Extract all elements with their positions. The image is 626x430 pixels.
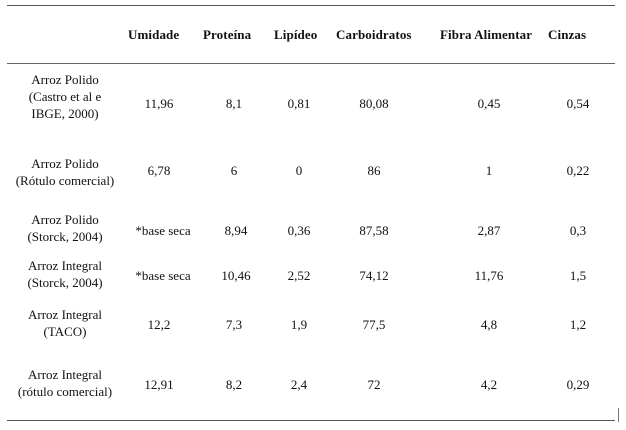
- table-cell: 8,94: [224, 223, 248, 238]
- table-cell: 7,3: [225, 317, 243, 332]
- nutrition-table: Umidade Proteína Lipídeo Carboidratos Fi…: [3, 3, 619, 425]
- row-label-line: Arroz Integral: [28, 367, 102, 382]
- row-label-line: Arroz Integral: [28, 307, 102, 322]
- table-cell: 87,58: [359, 223, 389, 238]
- table-cell: 0,81: [287, 96, 311, 111]
- table-cell: 2,4: [290, 377, 308, 392]
- table-cell: 1,5: [569, 268, 587, 283]
- row-label-line: (Rótulo comercial): [15, 173, 115, 188]
- table-cell: 0,45: [477, 96, 501, 111]
- table-cell: *base seca: [135, 223, 191, 238]
- row-label: Arroz Integral (Storck, 2004): [7, 257, 123, 291]
- row-label: Arroz Polido (Storck, 2004): [7, 211, 123, 245]
- table-cell: 8,2: [225, 377, 243, 392]
- table-cell: 1,9: [290, 317, 308, 332]
- table-cell: 6,78: [147, 163, 171, 178]
- table-cell: 4,8: [480, 317, 498, 332]
- row-label-line: (TACO): [43, 324, 87, 339]
- table-cell: 72: [367, 377, 381, 392]
- table-cell: 74,12: [359, 268, 389, 283]
- row-label-line: (Storck, 2004): [27, 275, 103, 290]
- row-label-line: IBGE, 2000): [31, 106, 99, 121]
- header-lipideo: Lipídeo: [274, 27, 318, 42]
- table-cell: 0,54: [566, 96, 590, 111]
- row-label: Arroz Integral (rótulo comercial): [7, 366, 123, 400]
- table-cell: 86: [367, 163, 381, 178]
- table-cell: 2,87: [477, 223, 501, 238]
- header-carboidratos: Carboidratos: [336, 27, 412, 42]
- row-label-line: Arroz Polido: [31, 72, 99, 87]
- table-cell: 0: [295, 163, 303, 178]
- table-cell: 0,22: [566, 163, 590, 178]
- row-label-line: Arroz Polido: [31, 156, 99, 171]
- table-cell: 0,36: [287, 223, 311, 238]
- table-cell: 1: [485, 163, 493, 178]
- table-cell: 0,3: [569, 223, 587, 238]
- row-label-line: Arroz Polido: [31, 212, 99, 227]
- table-cell: 11,96: [144, 96, 174, 111]
- table-cell: 10,46: [221, 268, 251, 283]
- table-cell: 12,2: [147, 317, 171, 332]
- header-rule: [7, 63, 615, 64]
- table-cell: 0,29: [566, 377, 590, 392]
- row-label-line: (rótulo comercial): [17, 384, 113, 399]
- table-cell: 1,2: [569, 317, 587, 332]
- table-cell: 11,76: [474, 268, 504, 283]
- table-bottom-rule: [7, 420, 615, 421]
- row-label: Arroz Integral (TACO): [7, 306, 123, 340]
- table-cell: *base seca: [135, 268, 191, 283]
- row-label-line: Arroz Integral: [28, 258, 102, 273]
- row-label: Arroz Polido (Rótulo comercial): [7, 155, 123, 189]
- table-cell: 8,1: [225, 96, 243, 111]
- corner-tick: [618, 408, 619, 422]
- header-cinzas: Cinzas: [548, 27, 587, 42]
- row-label-line: (Castro et al e: [28, 89, 102, 104]
- header-fibra-alimentar: Fibra Alimentar: [440, 27, 533, 42]
- header-umidade: Umidade: [128, 27, 180, 42]
- table-cell: 12,91: [144, 377, 174, 392]
- table-cell: 4,2: [480, 377, 498, 392]
- table-cell: 6: [230, 163, 238, 178]
- row-label: Arroz Polido (Castro et al e IBGE, 2000): [7, 71, 123, 122]
- header-proteina: Proteína: [203, 27, 252, 42]
- row-label-line: (Storck, 2004): [27, 229, 103, 244]
- table-top-rule: [7, 5, 615, 6]
- table-cell: 77,5: [362, 317, 386, 332]
- table-cell: 80,08: [359, 96, 389, 111]
- table-cell: 2,52: [287, 268, 311, 283]
